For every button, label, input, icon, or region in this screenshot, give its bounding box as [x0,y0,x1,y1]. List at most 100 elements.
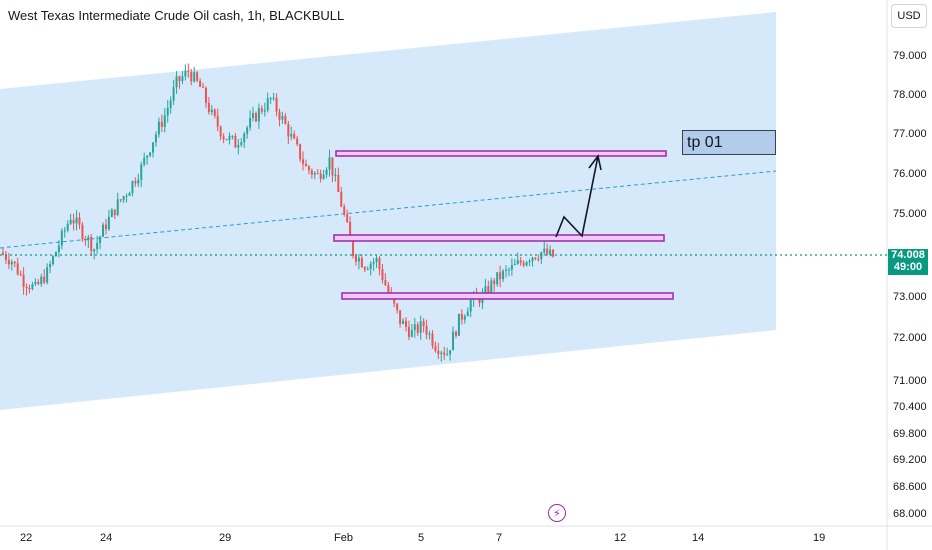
candle-body [443,352,446,355]
candle-body [37,281,40,284]
candle-body [66,223,69,231]
candle-body [496,272,499,285]
price-label: 75.000 [893,208,927,220]
candle-body [290,134,293,137]
currency-button[interactable]: USD [891,4,927,28]
candle-body [172,87,175,101]
candle-body [313,172,316,175]
candle-body [104,224,107,230]
chart-title: West Texas Intermediate Crude Oil cash, … [8,8,345,23]
candle-body [490,280,493,294]
candle-body [190,71,193,82]
candle-body [140,164,143,180]
support-zone-lower[interactable] [341,292,674,300]
resistance-zone-upper[interactable] [335,150,667,157]
candle-body [231,135,234,137]
price-axis[interactable]: 79.000 78.000 77.000 76.000 75.000 73.00… [893,50,927,520]
candle-body [516,260,519,264]
candle-body [260,108,263,112]
candle-body [240,142,243,145]
candle-body [269,98,272,100]
candle-body [166,107,169,116]
projection-path[interactable] [555,155,599,238]
candle-body [537,258,540,260]
candle-body [122,196,125,201]
candle-body [528,261,531,263]
price-label: 71.000 [893,375,927,387]
candle-body [337,174,340,192]
candle-body [428,333,431,335]
candle-body [69,219,72,224]
candle-body [116,199,119,215]
price-label: 69.200 [893,454,927,466]
candle-body [219,126,222,137]
candle-body [440,352,443,355]
price-label: 76.000 [893,168,927,180]
candle-body [181,76,184,82]
candle-body [549,249,552,255]
candle-body [369,263,372,269]
candle-body [352,237,355,256]
candle-body [137,179,140,184]
candle-body [40,276,43,284]
candle-body [78,217,81,225]
price-label: 69.800 [893,428,927,440]
candle-body [184,70,187,77]
time-label: 29 [219,532,231,544]
candle-body [363,267,366,270]
candle-body [149,152,152,156]
candle-body [107,216,110,230]
time-axis[interactable]: 22 24 29 Feb 5 7 12 14 19 [20,532,825,544]
candle-body [22,274,25,287]
candle-body [343,206,346,215]
candle-body [178,76,181,82]
candle-body [254,113,257,122]
candle-body [360,257,363,268]
candle-body [404,320,407,327]
candle-body [378,258,381,270]
candle-body [275,97,278,112]
candle-body [222,136,225,140]
bar-countdown: 49:00 [893,261,923,273]
candle-body [310,170,313,175]
candle-body [199,80,202,87]
lightning-bolt-icon[interactable]: ⚡ [548,504,566,522]
candle-body [413,324,416,331]
candle-body [193,72,196,82]
candle-body [431,333,434,346]
channel-midline[interactable] [0,170,777,249]
candle-body [169,100,172,108]
price-label: 70.400 [893,401,927,413]
candle-body [125,195,128,197]
target-label-box[interactable]: tp 01 [682,130,776,155]
candle-body [296,138,299,145]
candle-body [19,274,22,276]
candle-body [304,163,307,167]
candle-body [54,252,57,257]
candle-body [34,281,37,285]
candle-body [375,258,378,263]
candle-body [152,142,155,153]
candle-body [216,115,219,127]
candle-body [522,262,525,266]
candle-body [10,261,13,265]
candle-body [72,219,75,224]
candle-body [102,224,105,237]
candle-body [225,139,228,141]
candle-body [4,254,7,261]
candle-body [463,316,466,320]
resistance-zone-middle[interactable] [333,234,665,242]
candle-body [7,260,10,265]
candle-body [507,269,510,271]
candle-body [452,331,455,351]
candle-body [204,87,207,103]
candle-body [334,174,337,176]
candle-body [128,193,131,196]
candle-body [52,256,55,265]
candle-body [434,345,437,351]
candle-body [25,286,28,288]
candle-body [357,257,360,262]
candle-body [493,280,496,285]
ascending-channel[interactable] [0,12,776,410]
